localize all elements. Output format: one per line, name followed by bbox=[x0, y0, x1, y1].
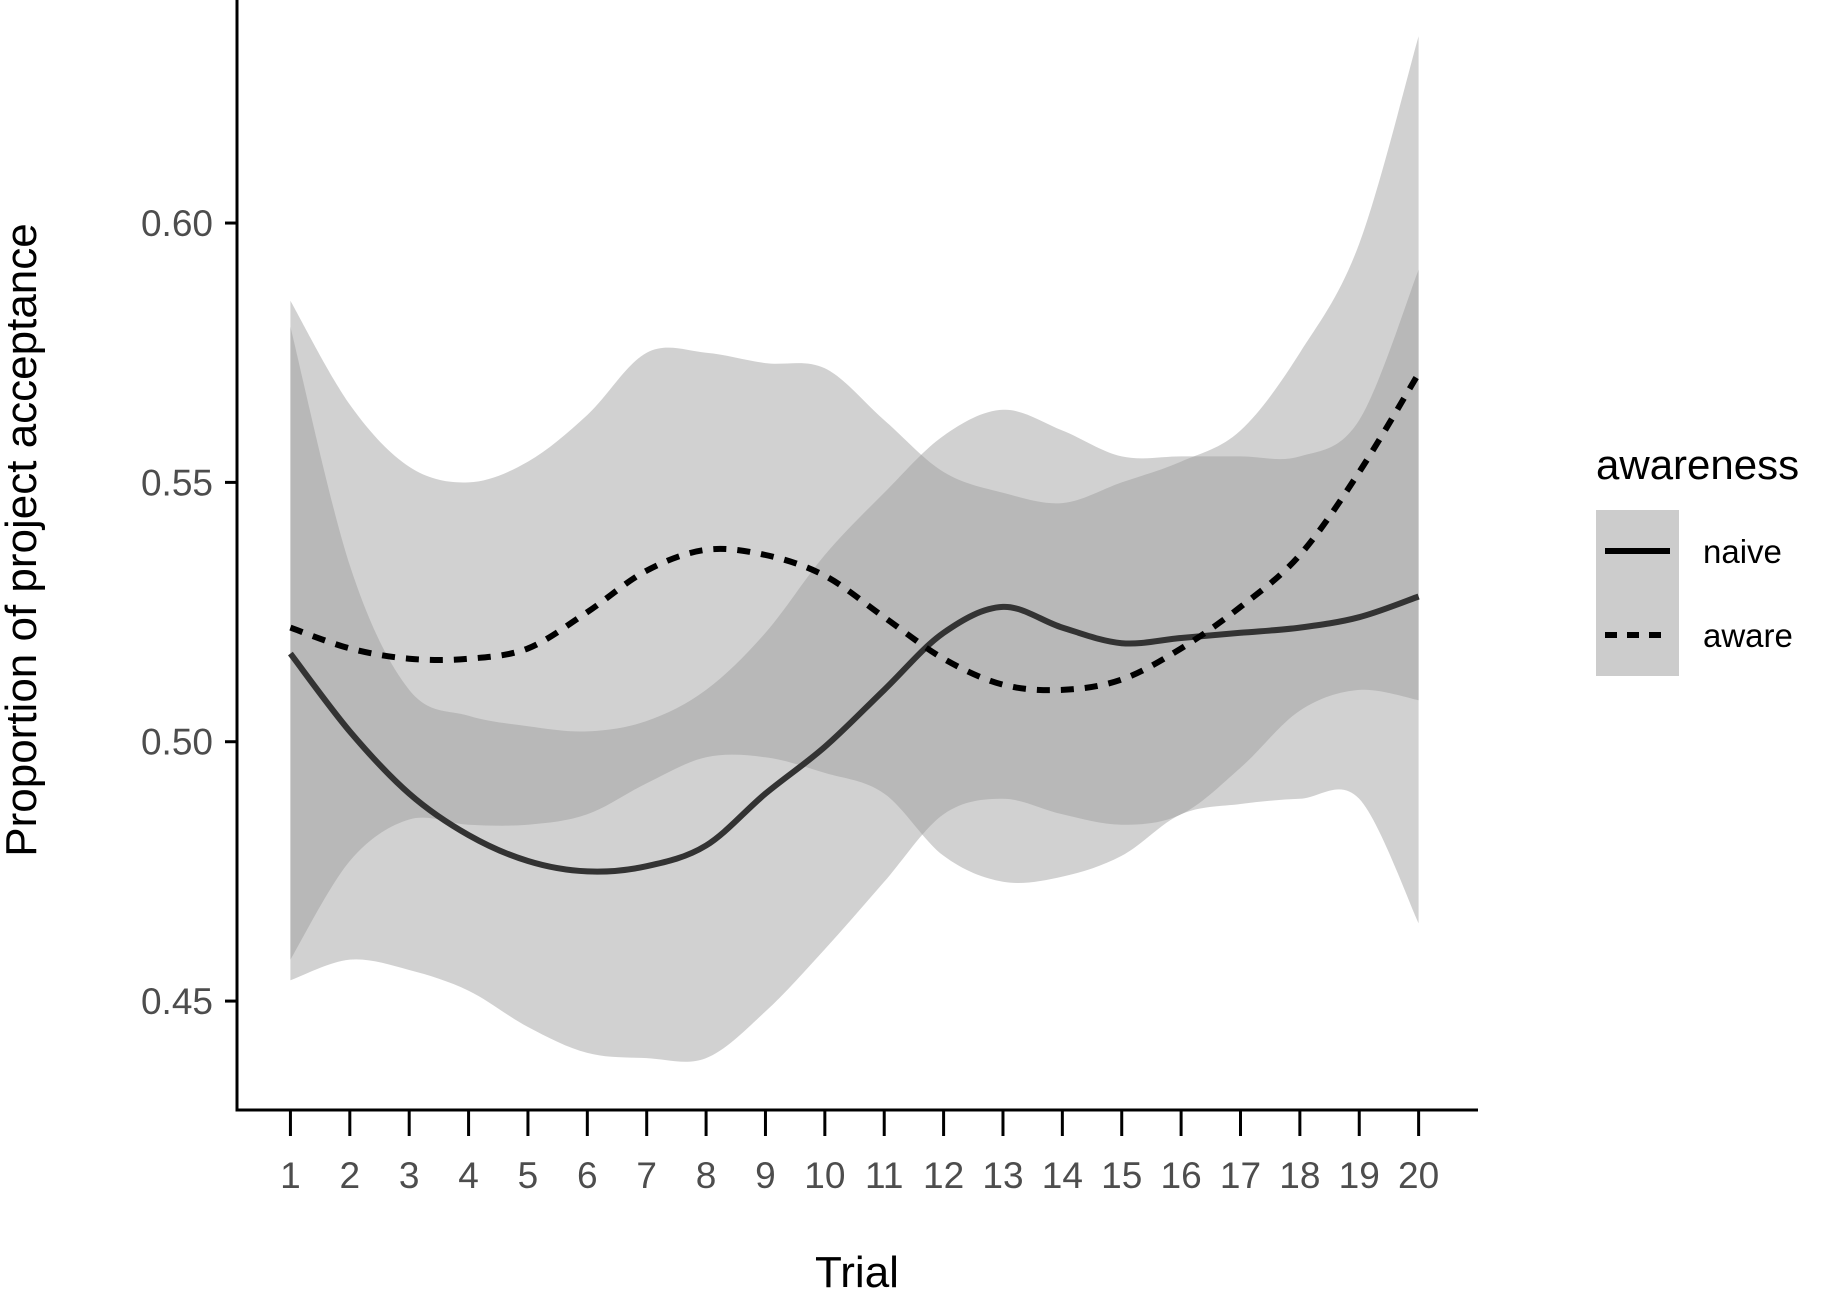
x-tick-label: 4 bbox=[458, 1155, 479, 1196]
ribbon-aware bbox=[290, 36, 1419, 1062]
series-lines bbox=[288, 371, 1422, 875]
x-tick-label: 3 bbox=[399, 1155, 420, 1196]
x-tick-label: 5 bbox=[518, 1155, 539, 1196]
line-aware bbox=[289, 371, 1422, 694]
x-tick-label: 18 bbox=[1279, 1155, 1320, 1196]
legend: awareness naive aware bbox=[1596, 441, 1799, 676]
x-tick-label: 7 bbox=[636, 1155, 657, 1196]
x-tick-label: 13 bbox=[982, 1155, 1023, 1196]
x-tick-label: 2 bbox=[340, 1155, 361, 1196]
y-tick-label: 0.50 bbox=[141, 722, 213, 763]
y-ticks: 0.45 0.50 0.55 0.60 bbox=[141, 203, 237, 1022]
line-naive bbox=[288, 593, 1420, 875]
confidence-ribbons bbox=[290, 36, 1419, 1062]
x-tick-label: 12 bbox=[923, 1155, 964, 1196]
x-tick-label: 16 bbox=[1161, 1155, 1202, 1196]
x-tick-label: 8 bbox=[696, 1155, 717, 1196]
x-tick-label: 11 bbox=[865, 1155, 903, 1196]
y-tick-label: 0.60 bbox=[141, 203, 213, 244]
x-tick-label: 9 bbox=[755, 1155, 776, 1196]
legend-label-naive: naive bbox=[1703, 533, 1782, 570]
y-tick-label: 0.55 bbox=[141, 462, 213, 503]
x-tick-label: 14 bbox=[1042, 1155, 1083, 1196]
y-tick-label: 0.45 bbox=[141, 981, 213, 1022]
x-tick-label: 20 bbox=[1398, 1155, 1439, 1196]
x-tick-label: 17 bbox=[1220, 1155, 1261, 1196]
x-tick-label: 10 bbox=[804, 1155, 845, 1196]
x-tick-label: 15 bbox=[1101, 1155, 1142, 1196]
x-axis-title: Trial bbox=[815, 1248, 899, 1292]
axes bbox=[235, 0, 1478, 1112]
legend-title: awareness bbox=[1596, 441, 1799, 488]
x-tick-label: 1 bbox=[280, 1155, 301, 1196]
y-axis-title: Proportion of project acceptance bbox=[0, 223, 46, 857]
ribbon-naive bbox=[290, 269, 1419, 960]
legend-label-aware: aware bbox=[1703, 617, 1793, 654]
x-ticks: 1 2 3 4 5 6 7 8 9 10 11 12 13 14 15 16 17 18 19 20 bbox=[280, 1110, 1439, 1196]
x-tick-label: 6 bbox=[577, 1155, 598, 1196]
x-tick-label: 19 bbox=[1339, 1155, 1380, 1196]
